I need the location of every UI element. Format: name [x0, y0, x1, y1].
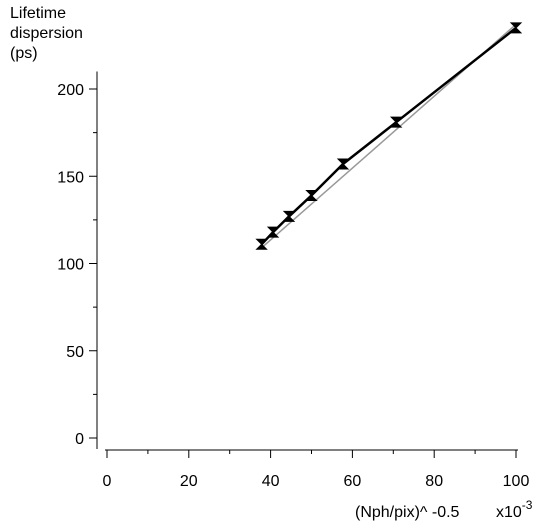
x-tick-label-2: 40 [262, 473, 280, 490]
series-0-point-3 [305, 189, 318, 201]
y-tick-label-1: 50 [66, 344, 84, 361]
y-tick-label-0: 0 [75, 431, 84, 448]
x-tick-label-3: 60 [344, 473, 362, 490]
x-axis-multiplier: x10-3 [496, 498, 533, 521]
y-axis-label-line-2: dispersion [10, 25, 83, 42]
series-0-point-2 [282, 210, 296, 222]
series-0-point-5 [389, 116, 403, 128]
x-tick-label-1: 20 [180, 473, 198, 490]
series-0-point-6 [509, 22, 523, 34]
x-tick-label-0: 0 [103, 473, 112, 490]
series-layer [255, 22, 523, 250]
x-axis-multiplier-exponent: -3 [522, 498, 533, 512]
series-0-point-1 [266, 226, 280, 238]
y-axis-label-line-3: (ps) [10, 45, 38, 62]
y-tick-label-2: 100 [57, 257, 84, 274]
y-tick-label-3: 150 [57, 169, 84, 186]
y-axis-label: Lifetime dispersion (ps) [10, 4, 83, 64]
x-tick-label-4: 80 [425, 473, 443, 490]
series-0-point-4 [336, 158, 350, 170]
y-axis-label-line-1: Lifetime [10, 5, 67, 22]
y-tick-label-4: 200 [57, 82, 84, 99]
x-tick-label-5: 100 [503, 473, 530, 490]
x-axis-label: (Nph/pix)^ -0.5 [355, 504, 460, 521]
series-0-point-0 [255, 238, 268, 250]
x-axis-multiplier-base: x10 [496, 504, 522, 521]
axes: 0 50 100 150 200 0 20 40 60 80 100 [57, 71, 530, 490]
